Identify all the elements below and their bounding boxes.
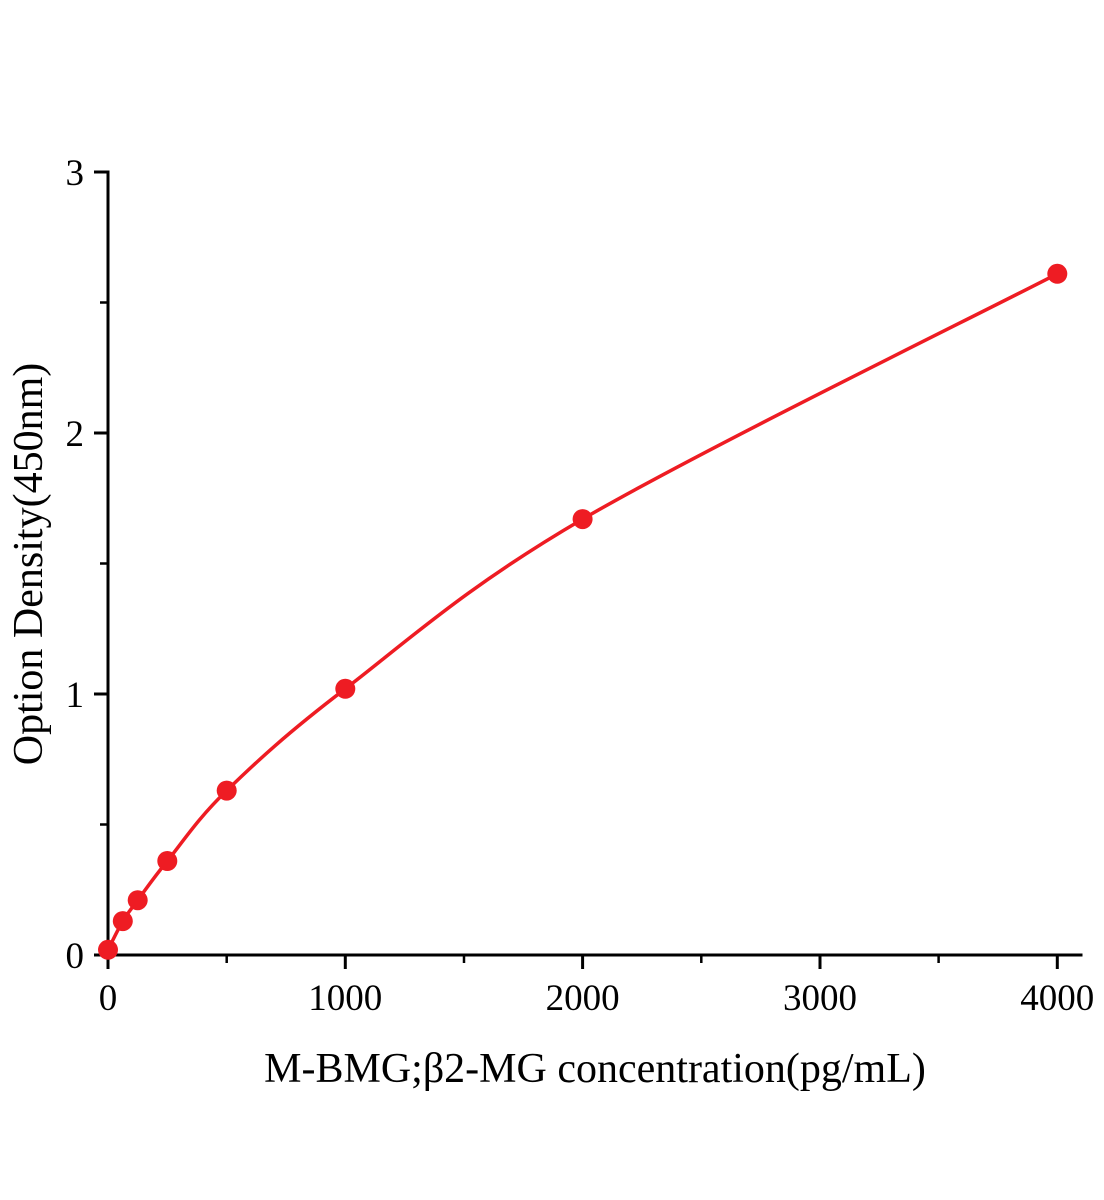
x-tick-label: 0 bbox=[99, 978, 118, 1019]
x-tick-label: 2000 bbox=[546, 978, 620, 1019]
x-axis-title: M-BMG;β2-MG concentration(pg/mL) bbox=[264, 1046, 926, 1092]
x-tick-label: 4000 bbox=[1020, 978, 1094, 1019]
data-point bbox=[1047, 263, 1068, 284]
data-point bbox=[216, 780, 237, 801]
y-axis-title: Option Density(450nm) bbox=[6, 363, 52, 765]
data-point bbox=[112, 911, 133, 932]
data-point bbox=[157, 851, 178, 871]
standard-curve bbox=[106, 272, 1060, 952]
plot-area: 0 1000 2000 3000 4000 0 1 2 3 bbox=[66, 153, 1095, 1019]
data-point bbox=[335, 678, 356, 699]
y-tick-label: 1 bbox=[66, 675, 85, 716]
y-tick-label: 0 bbox=[66, 936, 85, 977]
data-point bbox=[572, 509, 593, 530]
x-tick-label: 3000 bbox=[783, 978, 857, 1019]
y-tick-label: 3 bbox=[66, 153, 85, 194]
data-point bbox=[98, 939, 118, 960]
x-tick-label: 1000 bbox=[308, 978, 382, 1019]
data-point bbox=[127, 890, 148, 911]
y-tick-label: 2 bbox=[66, 414, 85, 455]
